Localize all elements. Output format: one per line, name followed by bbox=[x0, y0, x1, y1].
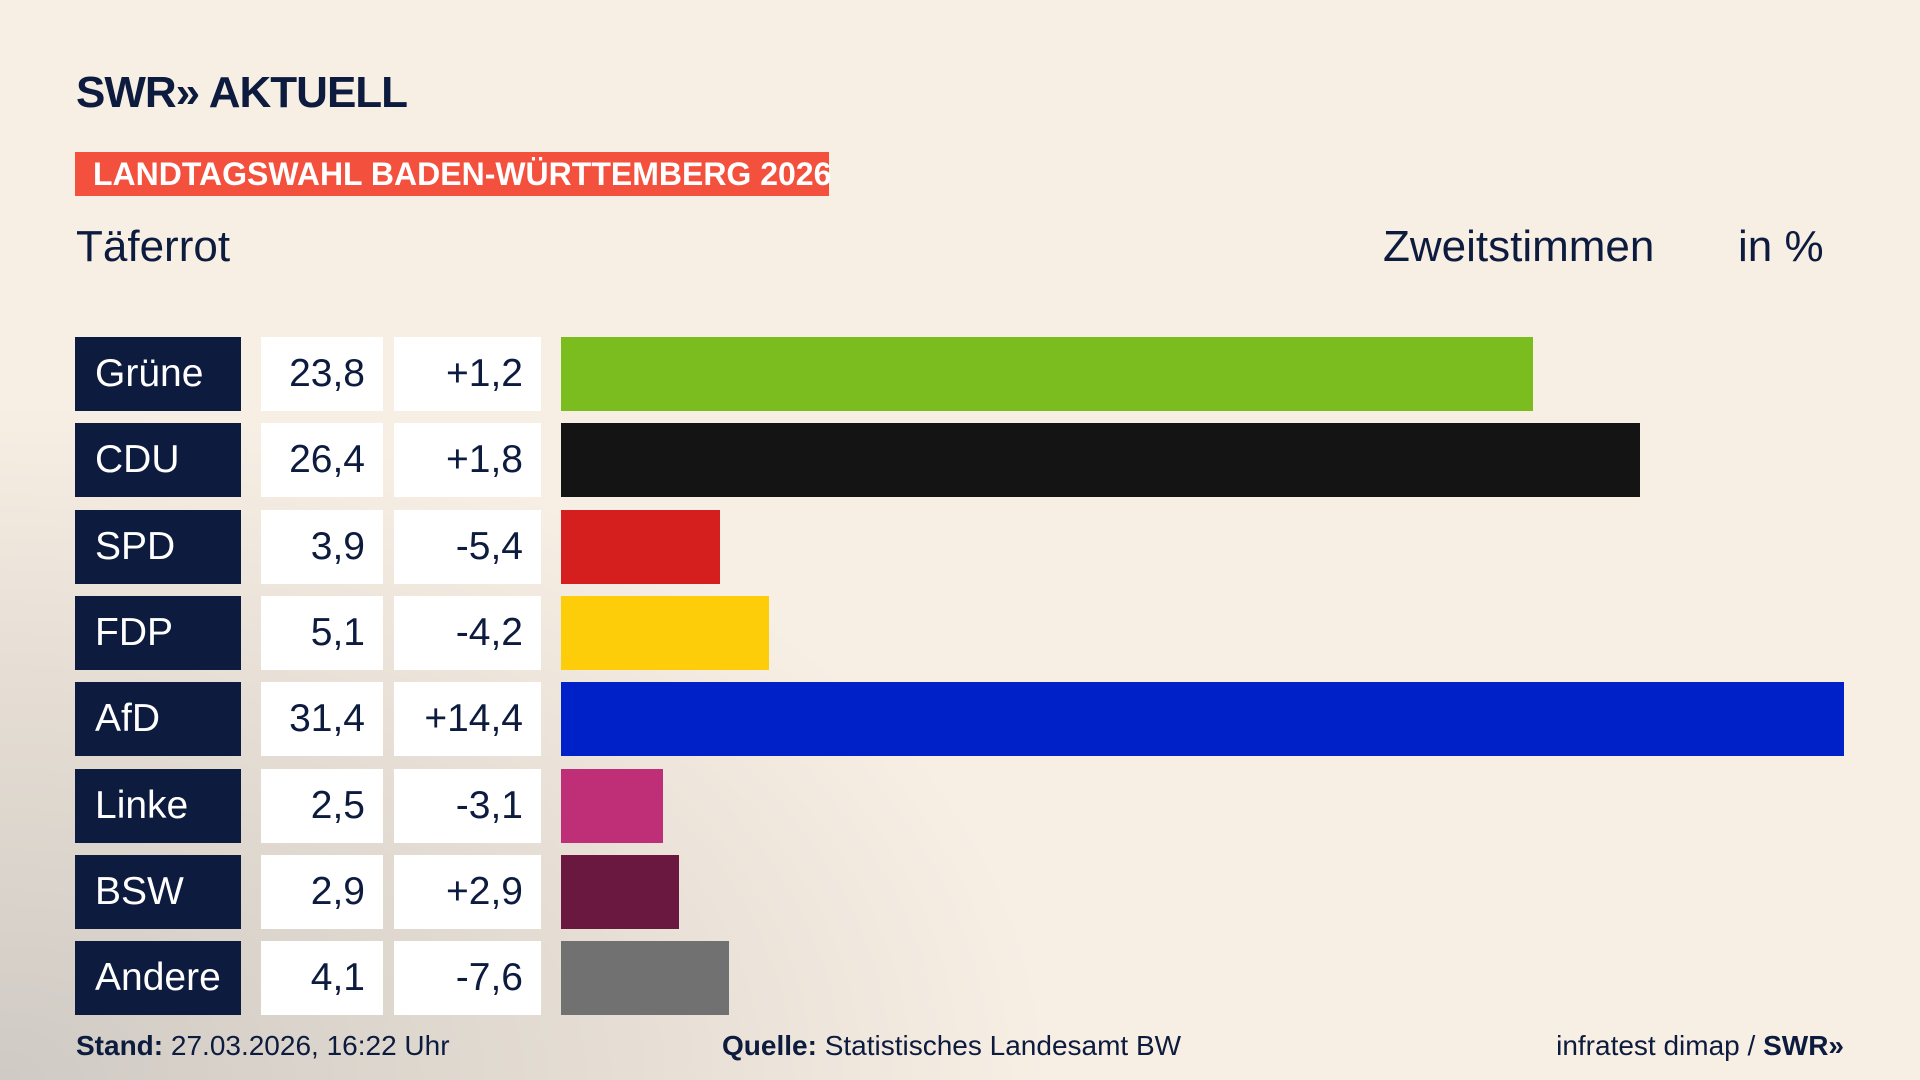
change-label: +1,2 bbox=[394, 337, 541, 411]
value-label: 5,1 bbox=[261, 595, 383, 670]
credit: infratest dimap / SWR» bbox=[1556, 1030, 1844, 1062]
change-label: +1,8 bbox=[394, 423, 541, 498]
bar bbox=[561, 337, 1534, 411]
party-label: Andere bbox=[75, 941, 241, 1016]
bar bbox=[561, 768, 664, 843]
value-label: 3,9 bbox=[261, 509, 383, 584]
chevrons: » bbox=[175, 68, 201, 117]
change-label: +14,4 bbox=[394, 682, 541, 757]
logo: SWR» AKTUELL bbox=[76, 68, 408, 118]
value-label: 31,4 bbox=[261, 682, 383, 757]
brand: SWR bbox=[76, 68, 177, 117]
party-label: CDU bbox=[75, 423, 241, 498]
credit-chevrons: » bbox=[1828, 1030, 1844, 1061]
change-label: -7,6 bbox=[394, 941, 541, 1016]
bar bbox=[561, 509, 721, 584]
bar bbox=[561, 854, 680, 929]
banner: LANDTAGSWAHL BADEN-WÜRTTEMBERG 2026 bbox=[75, 152, 831, 196]
bar bbox=[561, 941, 729, 1016]
source-value: Statistisches Landesamt BW bbox=[824, 1030, 1182, 1061]
value-label: 2,9 bbox=[261, 854, 383, 929]
change-label: -3,1 bbox=[394, 768, 541, 843]
bar bbox=[561, 423, 1640, 498]
party-label: BSW bbox=[75, 854, 241, 929]
source-label: Quelle: bbox=[722, 1030, 817, 1061]
credit-text: infratest dimap / bbox=[1556, 1030, 1756, 1061]
stand-label: Stand: bbox=[76, 1030, 164, 1061]
credit-brand: SWR bbox=[1763, 1030, 1829, 1061]
change-label: -4,2 bbox=[394, 595, 541, 670]
party-label: SPD bbox=[75, 509, 241, 584]
party-label: AfD bbox=[75, 682, 241, 757]
brand-section: AKTUELL bbox=[208, 68, 408, 117]
unit: in % bbox=[1738, 222, 1824, 271]
party-label: Linke bbox=[75, 768, 241, 843]
change-label: +2,9 bbox=[394, 854, 541, 929]
bar bbox=[561, 682, 1844, 757]
value-label: 23,8 bbox=[261, 337, 383, 411]
change-label: -5,4 bbox=[394, 509, 541, 584]
stand: Stand: 27.03.2026, 16:22 Uhr bbox=[76, 1030, 450, 1062]
chart-subtitle: Zweitstimmen bbox=[1383, 222, 1655, 271]
value-label: 4,1 bbox=[261, 941, 383, 1016]
source: Quelle: Statistisches Landesamt BW bbox=[722, 1030, 1181, 1062]
chart-title: Täferrot bbox=[76, 222, 231, 271]
party-label: FDP bbox=[75, 595, 241, 670]
stand-value: 27.03.2026, 16:22 Uhr bbox=[170, 1030, 450, 1061]
party-label: Grüne bbox=[75, 337, 241, 411]
value-label: 2,5 bbox=[261, 768, 383, 843]
bar bbox=[561, 595, 770, 670]
value-label: 26,4 bbox=[261, 423, 383, 498]
